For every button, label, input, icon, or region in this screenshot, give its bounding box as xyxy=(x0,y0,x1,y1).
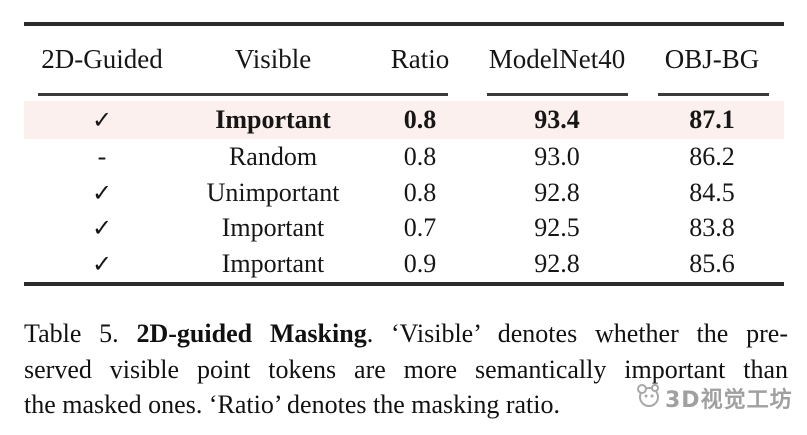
watermark-text: 3D视觉工坊 xyxy=(665,388,793,413)
cell-obj-bg: 87.1 xyxy=(689,105,735,134)
cell-ratio: 0.9 xyxy=(403,249,437,279)
cell-visible: Important xyxy=(221,249,325,279)
cell-obj-bg: 85.6 xyxy=(689,249,735,279)
cell-modelnet40: 92.8 xyxy=(534,249,580,279)
cell-obj-bg: 84.5 xyxy=(689,177,735,207)
table-bottom-rule xyxy=(24,282,784,286)
watermark: 3D视觉工坊 xyxy=(634,381,793,415)
cell-obj-bg: 86.2 xyxy=(689,141,735,171)
cell-visible: Important xyxy=(221,213,325,243)
caption-line-2: served visible point tokens are more sem… xyxy=(24,354,788,384)
cell-ratio: 0.8 xyxy=(403,105,437,134)
table-row: ✓ Important 0.7 92.5 83.8 xyxy=(24,211,784,247)
mid-rule-obj-bg xyxy=(658,93,769,96)
caption-title-bold: 2D-guided Masking xyxy=(136,319,367,348)
column-header-2d-guided: 2D-Guided xyxy=(41,44,163,74)
column-header-obj-bg: OBJ-BG xyxy=(664,44,760,74)
caption-line-1: Table 5. 2D-guided Masking. ‘Visible’ de… xyxy=(24,316,788,352)
caption-line-3: the masked ones. ‘Ratio’ denotes the mas… xyxy=(24,390,560,419)
table-row: - Random 0.8 93.0 86.2 xyxy=(24,139,784,175)
mid-rule-left-group xyxy=(38,93,448,96)
table-row: ✓ Unimportant 0.8 92.8 84.5 xyxy=(24,175,784,211)
table-top-rule xyxy=(24,22,784,26)
cell-modelnet40: 93.0 xyxy=(534,141,580,171)
caption-label: Table 5. xyxy=(24,319,137,348)
table-row: ✓ Important 0.9 92.8 85.6 xyxy=(24,246,784,282)
cell-ratio: 0.8 xyxy=(403,141,437,171)
cell-visible: Random xyxy=(228,141,318,171)
cell-obj-bg: 83.8 xyxy=(689,213,735,243)
table-caption: Table 5. 2D-guided Masking. ‘Visible’ de… xyxy=(24,316,788,423)
checkmark-icon: ✓ xyxy=(91,106,113,134)
dash-mark: - xyxy=(97,141,107,171)
panda-logo-icon xyxy=(634,381,662,415)
cell-modelnet40: 93.4 xyxy=(534,105,580,134)
cell-ratio: 0.7 xyxy=(403,213,437,243)
cell-visible: Unimportant xyxy=(206,177,340,207)
table-header-row: 2D-Guided Visible Ratio ModelNet40 OBJ-B… xyxy=(24,26,784,93)
checkmark-icon: ✓ xyxy=(91,250,113,279)
table-mid-rules xyxy=(24,93,784,96)
column-header-visible: Visible xyxy=(234,44,312,74)
checkmark-icon: ✓ xyxy=(91,178,113,207)
cell-ratio: 0.8 xyxy=(403,177,437,207)
mid-rule-modelnet40 xyxy=(487,93,628,96)
column-header-modelnet40: ModelNet40 xyxy=(488,44,626,74)
cell-modelnet40: 92.8 xyxy=(534,177,580,207)
cell-modelnet40: 92.5 xyxy=(534,213,580,243)
cell-visible: Important xyxy=(215,105,331,134)
column-header-ratio: Ratio xyxy=(390,44,450,74)
caption-text: . ‘Visible’ denotes whether the pre- xyxy=(366,319,788,348)
table-row-highlighted: ✓ Important 0.8 93.4 87.1 xyxy=(24,101,784,139)
checkmark-icon: ✓ xyxy=(91,214,113,243)
results-table: 2D-Guided Visible Ratio ModelNet40 OBJ-B… xyxy=(24,22,784,286)
